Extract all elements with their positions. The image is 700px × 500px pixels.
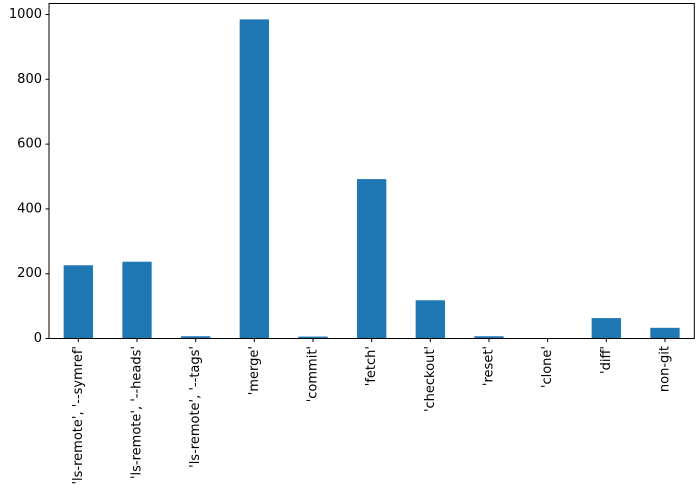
x-tick-label: 'ls-remote', '--tags' bbox=[188, 346, 203, 468]
x-tick-label: non-git bbox=[657, 346, 672, 392]
x-tick-label: 'checkout' bbox=[423, 346, 438, 412]
bar bbox=[591, 318, 621, 339]
bar bbox=[474, 336, 504, 339]
x-tick-label: 'ls-remote', '--symref' bbox=[71, 346, 86, 485]
x-tick-label: 'commit' bbox=[305, 346, 320, 402]
x-tick-label: 'merge' bbox=[247, 346, 262, 395]
x-tick-label: 'clone' bbox=[540, 346, 555, 388]
y-tick-label: 0 bbox=[34, 331, 42, 346]
y-tick-label: 600 bbox=[17, 137, 42, 152]
y-tick-label: 1000 bbox=[9, 7, 42, 22]
bar bbox=[63, 265, 93, 339]
y-tick-label: 800 bbox=[17, 72, 42, 87]
y-tick-label: 400 bbox=[17, 201, 42, 216]
bar bbox=[298, 336, 328, 339]
bar bbox=[122, 261, 152, 339]
x-tick-label: 'ls-remote', '--heads' bbox=[129, 346, 144, 479]
bar bbox=[650, 327, 680, 339]
y-tick-label: 200 bbox=[17, 266, 42, 281]
x-tick-label: 'fetch' bbox=[364, 346, 379, 386]
bar bbox=[415, 300, 445, 339]
bar bbox=[356, 179, 387, 339]
x-tick-label: 'reset' bbox=[481, 346, 496, 386]
bar bbox=[180, 336, 211, 339]
plot-frame bbox=[48, 3, 695, 339]
bar bbox=[239, 19, 269, 339]
x-tick-label: 'diff' bbox=[599, 346, 614, 374]
